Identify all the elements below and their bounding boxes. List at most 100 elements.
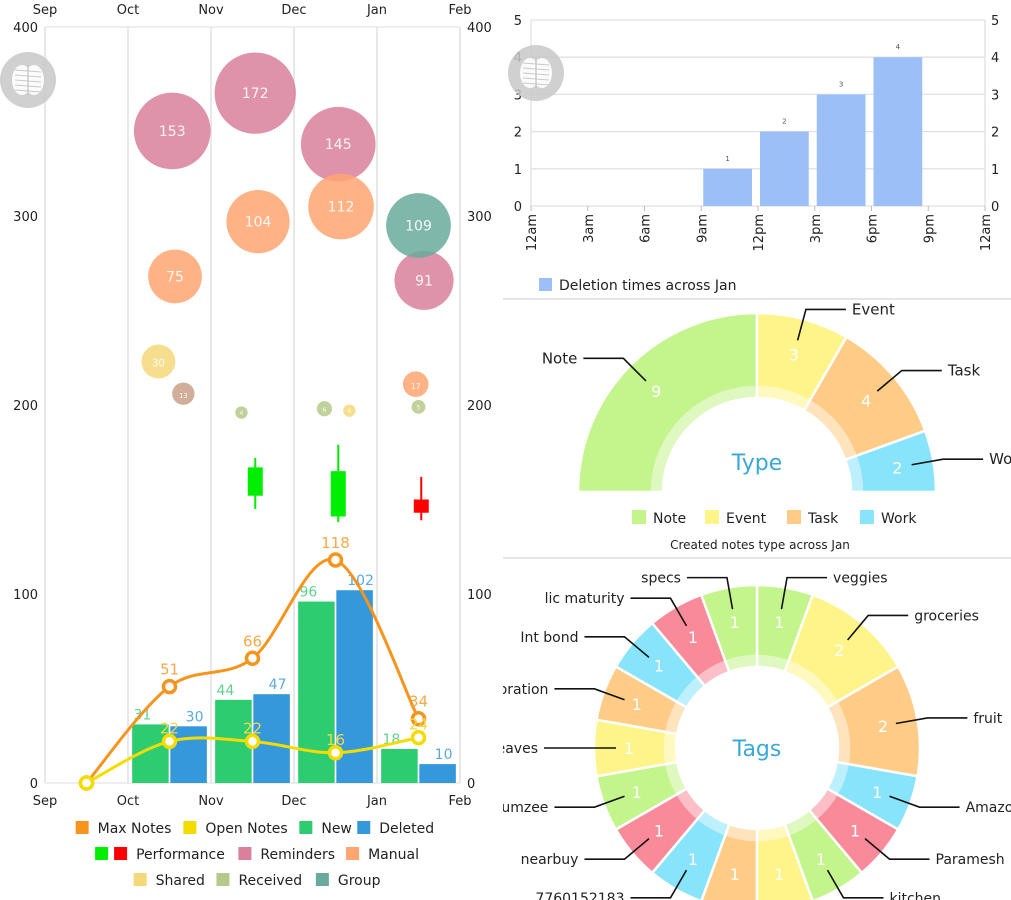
candle-body <box>330 471 346 517</box>
line-point <box>244 733 261 750</box>
legend-label: Work <box>881 511 917 527</box>
bubble-label: 17 <box>411 382 421 391</box>
slice-inner-ring <box>663 730 679 766</box>
slice-value: 1 <box>624 739 634 758</box>
legend-label: Deleted <box>379 821 434 837</box>
x-tick-label: 6pm <box>866 214 881 243</box>
slice-label: Note <box>542 349 578 367</box>
x-tick-label: 3pm <box>809 214 824 243</box>
bubble-label: 6 <box>323 407 327 414</box>
bubble-label: 4 <box>240 410 244 417</box>
bubble-received <box>172 382 195 405</box>
bubble-manual <box>308 173 374 240</box>
x-tick-label: 9pm <box>922 214 937 243</box>
y-tick-label: 200 <box>13 399 38 414</box>
legend-label: New <box>321 821 352 837</box>
legend-swatch <box>95 847 109 860</box>
bubble-reminders <box>394 250 454 310</box>
line-point <box>410 710 427 727</box>
bubble-reminders <box>133 92 211 170</box>
caption: Created notes type across Jan <box>670 538 850 552</box>
slice-label: Task <box>947 362 981 380</box>
y-tick-label: 1 <box>514 163 522 178</box>
bar-label: 2 <box>782 118 786 126</box>
leader-line <box>796 308 846 341</box>
y-tick-label-right: 3 <box>991 88 999 103</box>
legend-swatch <box>299 821 313 834</box>
slice-label: paid leaves <box>458 741 538 757</box>
leader-line <box>864 838 930 861</box>
line-label: 34 <box>409 693 428 711</box>
bubble-label: 172 <box>242 86 269 102</box>
leader-line <box>584 838 650 861</box>
bubble-reminders <box>300 106 376 182</box>
brain-icon-lobe <box>24 65 44 95</box>
brain-icon-fold <box>14 79 42 83</box>
leader-line <box>876 369 942 392</box>
slice <box>699 583 759 674</box>
x-tick-label: Jan <box>366 794 387 809</box>
legend-swatch <box>787 510 801 524</box>
slice-label: kitchen <box>890 891 942 900</box>
slice-value: 1 <box>774 613 784 632</box>
line-point <box>327 745 344 761</box>
leader-line <box>847 614 909 641</box>
legend-swatch <box>75 821 89 834</box>
slice-value: 1 <box>850 821 860 840</box>
slice-label: Paramesh <box>936 852 1005 868</box>
y-tick-label-right: 5 <box>991 14 999 29</box>
leader-line <box>630 597 688 627</box>
bubble-label: 13 <box>179 392 188 400</box>
monthly-notes-chart: Sep Sep Oct Oct Nov Nov Dec Dec Jan Jan Feb Feb 0 0 10… <box>0 3 492 889</box>
legend-label: Performance <box>136 847 225 863</box>
brain-icon-lobe <box>532 58 552 88</box>
line-point <box>410 729 427 746</box>
legend-label: Manual <box>368 847 419 863</box>
bubble-label: 145 <box>325 137 352 153</box>
leader-line <box>780 576 828 610</box>
brain-icon <box>0 52 56 108</box>
leader-line <box>554 795 625 808</box>
leader-line <box>583 357 647 382</box>
brain-icon-fold <box>14 74 42 78</box>
bar <box>703 168 752 206</box>
slice-value: 1 <box>872 783 882 802</box>
leader-line <box>630 869 688 899</box>
bubble-manual <box>226 190 290 254</box>
legend-label: Task <box>807 511 839 527</box>
legend-label: Max Notes <box>98 821 172 837</box>
legend-label: Shared <box>156 873 205 889</box>
y-tick-label: 2 <box>514 126 522 141</box>
y-tick-label-right: 200 <box>467 399 492 414</box>
brain-icon-fold <box>522 72 550 76</box>
slice-value: 1 <box>688 850 698 869</box>
slice-value: 1 <box>654 657 664 676</box>
slice-label: 7760152183 <box>535 891 624 900</box>
candle-body <box>413 499 429 513</box>
y-tick-label-right: 4 <box>991 51 999 66</box>
legend-swatch <box>632 510 646 524</box>
leader-line <box>826 869 884 899</box>
slice-label: specs <box>641 571 681 587</box>
y-tick-label: 0 <box>30 777 38 792</box>
y-tick-label-right: 2 <box>991 126 999 141</box>
slice <box>576 311 759 494</box>
leader-line <box>554 688 625 701</box>
leader-line <box>889 795 960 808</box>
slice-value: 2 <box>892 458 902 477</box>
bubble-label: 30 <box>152 359 165 370</box>
line-max-notes <box>85 557 420 784</box>
slice-label: veggies <box>833 571 887 587</box>
x-tick-label-top: Feb <box>448 3 471 18</box>
legend-label: Deletion times across Jan <box>559 278 736 294</box>
x-tick-label-top: Jan <box>366 3 387 18</box>
brain-icon-fold <box>14 84 42 88</box>
y-tick-label: 0 <box>514 200 522 215</box>
bar-label: 30 <box>186 709 204 725</box>
brain-icon <box>508 45 564 101</box>
bar-label: 96 <box>299 585 317 601</box>
slice <box>700 822 759 900</box>
x-tick-label: 9am <box>695 214 710 243</box>
x-tick-label: Nov <box>198 794 224 809</box>
